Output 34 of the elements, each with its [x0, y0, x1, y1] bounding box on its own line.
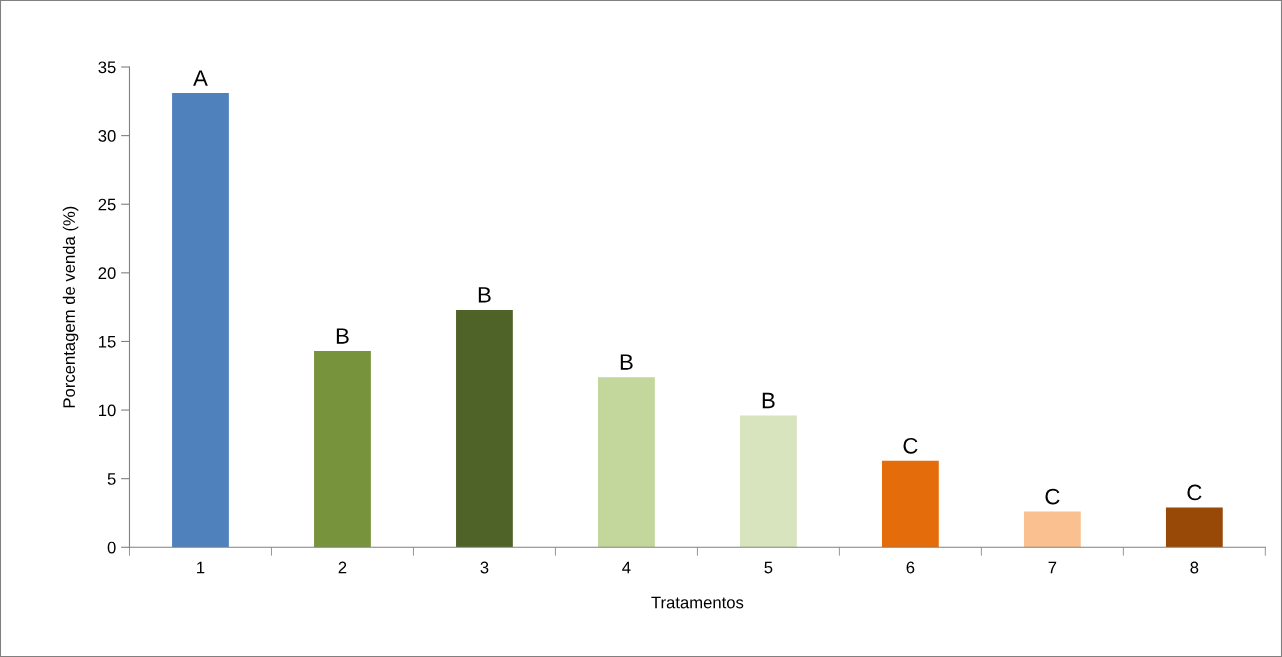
- data-label: C: [903, 437, 918, 454]
- y-tick-label: 15: [99, 336, 116, 348]
- bar: [172, 93, 229, 548]
- x-tick-label: 6: [906, 561, 915, 574]
- x-tick-label: 2: [338, 561, 347, 574]
- bar: [881, 460, 939, 548]
- data-label: B: [762, 392, 775, 409]
- x-axis-title: Tratamentos: [651, 596, 744, 609]
- data-label: B: [336, 328, 349, 344]
- x-tick-label: 7: [1048, 561, 1057, 574]
- data-label: C: [1187, 484, 1202, 501]
- bar: [1023, 511, 1081, 548]
- data-label: B: [620, 354, 633, 370]
- data-label: B: [478, 287, 491, 303]
- y-tick-label: 5: [107, 473, 116, 485]
- bar: [314, 351, 371, 548]
- y-tick-label: 30: [98, 130, 116, 142]
- data-label: C: [1045, 488, 1060, 505]
- y-tick-label: 0: [107, 541, 116, 554]
- y-tick-label: 25: [98, 198, 116, 211]
- x-tick-label: 5: [764, 561, 773, 574]
- x-tick-label: 3: [480, 561, 489, 574]
- y-axis-title: Porcentagem de venda (%): [62, 206, 79, 408]
- y-tick-label: 10: [99, 404, 116, 417]
- y-tick-label: 20: [98, 267, 116, 280]
- x-tick-label: 8: [1190, 561, 1199, 574]
- bar: [598, 377, 655, 548]
- bar: [456, 309, 513, 548]
- x-tick-label: 1: [197, 561, 205, 574]
- data-label: A: [193, 70, 208, 86]
- bar: [1165, 507, 1223, 548]
- bar: [740, 415, 797, 548]
- x-tick-label: 4: [622, 561, 631, 574]
- y-tick-label: 35: [98, 61, 116, 74]
